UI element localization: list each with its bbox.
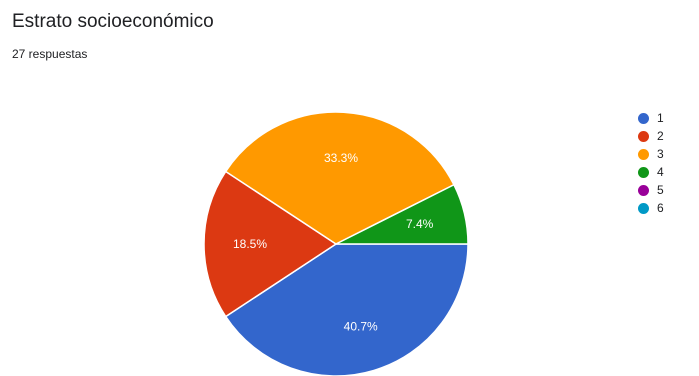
legend-item-3[interactable]: 3 — [638, 145, 698, 163]
chart-legend: 1 2 3 4 5 6 — [638, 109, 698, 217]
slice-label-1: 40.7% — [344, 319, 378, 333]
legend-label: 4 — [657, 165, 664, 179]
legend-swatch — [638, 148, 649, 160]
slice-label-2: 18.5% — [233, 237, 267, 251]
slice-label-4: 7.4% — [406, 217, 434, 231]
legend-swatch — [638, 184, 649, 196]
legend-item-5[interactable]: 5 — [638, 181, 698, 199]
legend-label: 6 — [657, 201, 664, 215]
legend-label: 3 — [657, 147, 664, 161]
pie-slice-3[interactable] — [224, 111, 455, 245]
legend-label: 2 — [657, 129, 664, 143]
legend-label: 1 — [657, 111, 664, 125]
legend-label: 5 — [657, 183, 664, 197]
chart-title: Estrato socioeconómico — [12, 11, 214, 32]
legend-swatch — [638, 202, 649, 214]
slice-label-3: 33.3% — [324, 151, 358, 165]
pie-slice-2[interactable] — [203, 170, 338, 318]
legend-swatch — [638, 166, 649, 178]
response-count: 27 respuestas — [12, 47, 88, 61]
legend-item-2[interactable]: 2 — [638, 127, 698, 145]
legend-swatch — [638, 112, 649, 124]
legend-item-4[interactable]: 4 — [638, 163, 698, 181]
legend-item-6[interactable]: 6 — [638, 199, 698, 217]
legend-item-1[interactable]: 1 — [638, 109, 698, 127]
pie-slice-4[interactable] — [335, 183, 469, 245]
legend-swatch — [638, 130, 649, 142]
